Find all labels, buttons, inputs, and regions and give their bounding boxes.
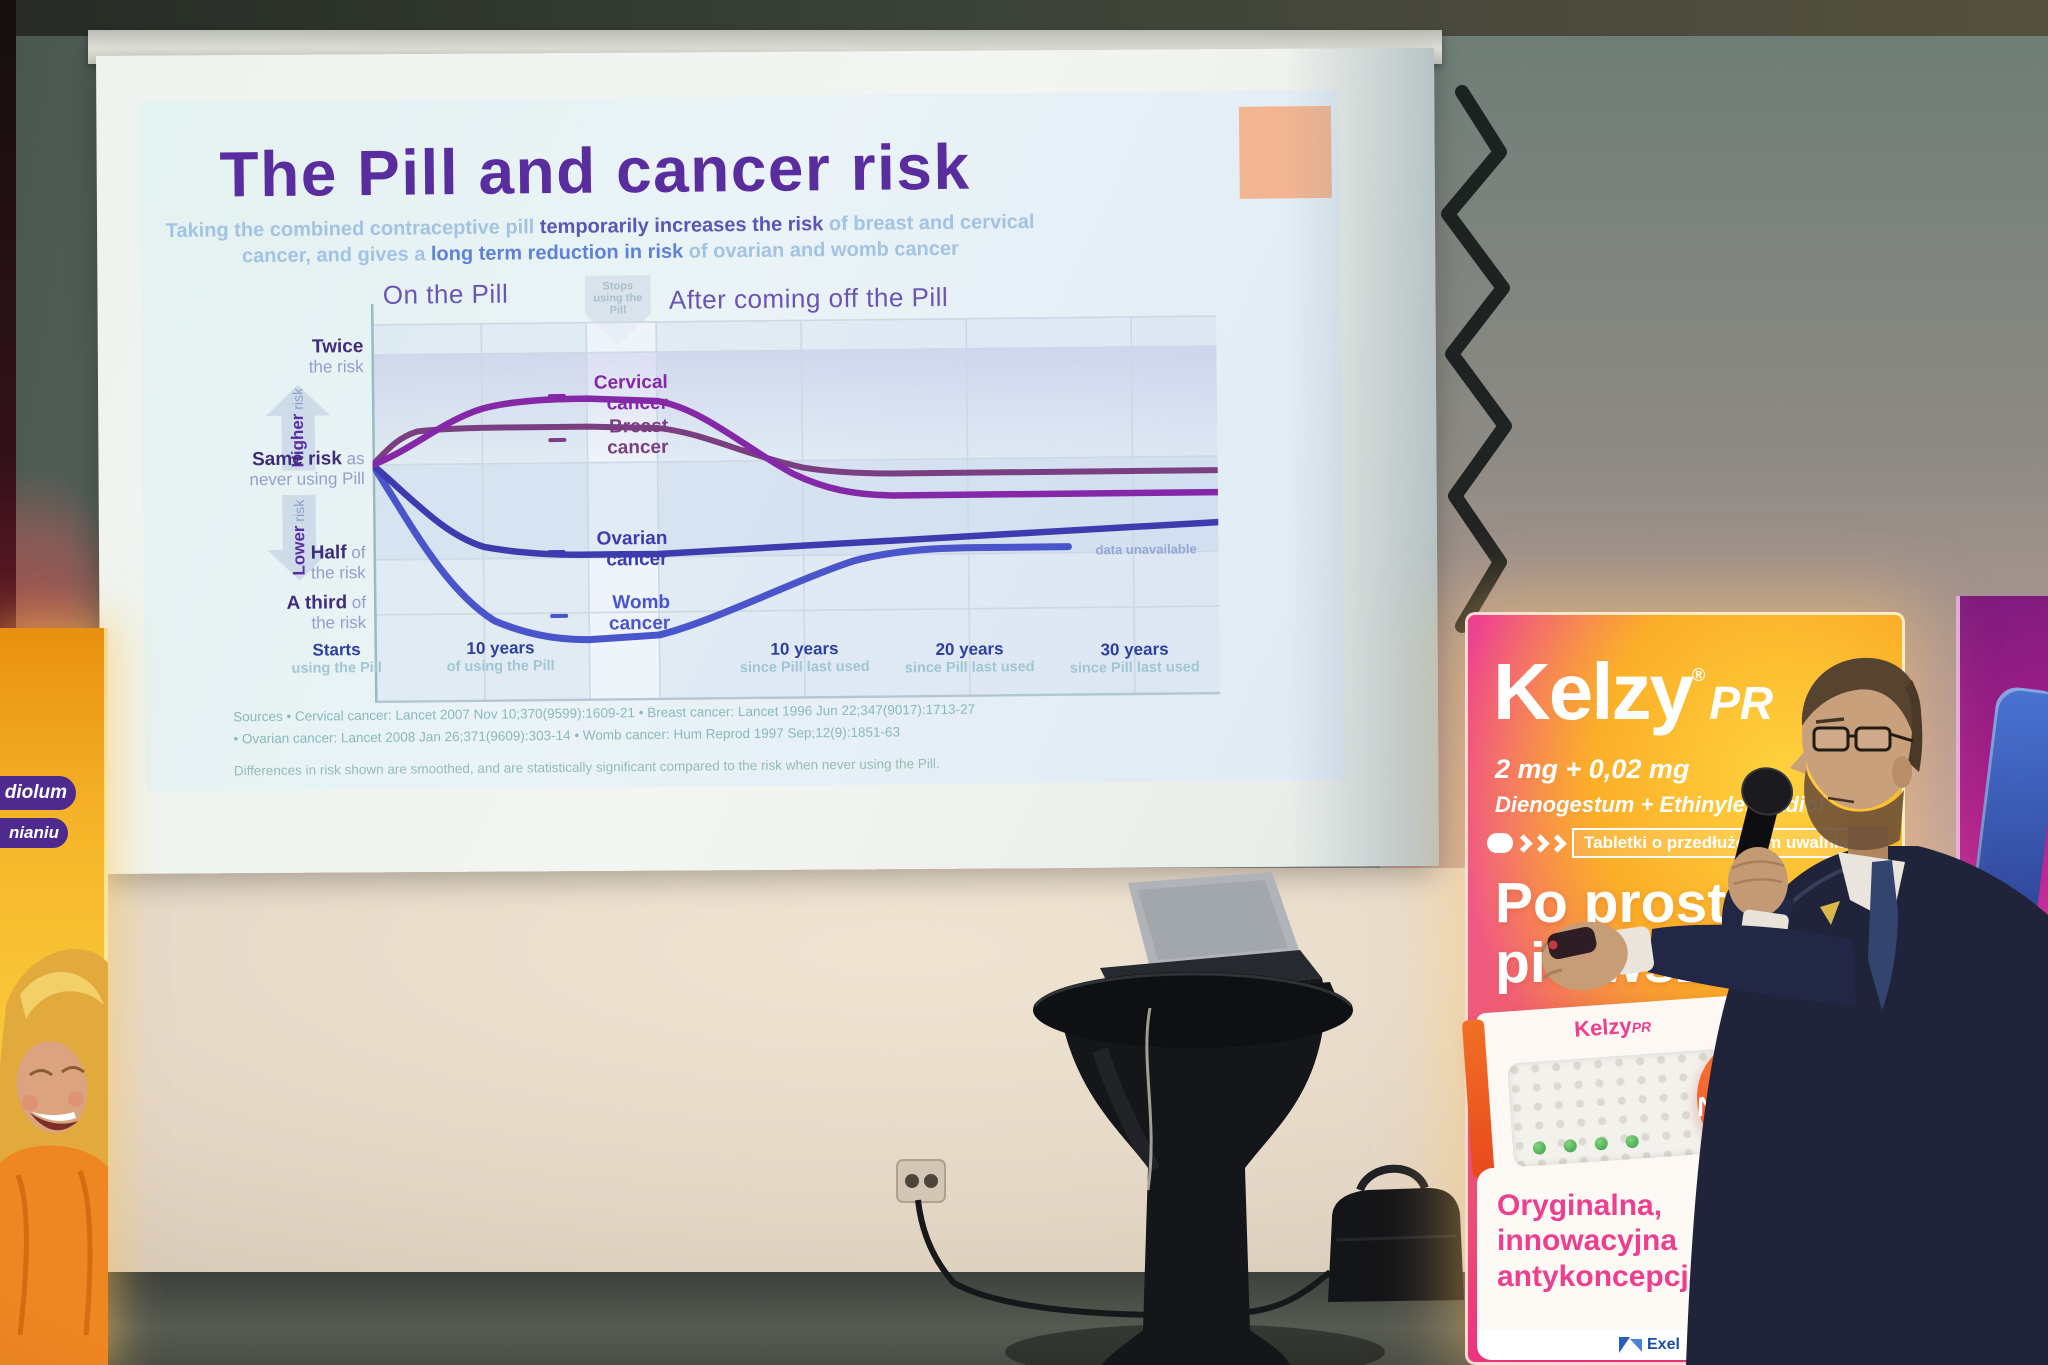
ear (1892, 756, 1912, 788)
left-banner-text-pill-top: diolum (0, 776, 76, 810)
left-banner-text-pill-bottom: nianiu (0, 818, 68, 848)
kelzy-logo: Kelzy®PR (1493, 647, 1774, 736)
beard (1804, 770, 1904, 851)
glasses (1812, 726, 1914, 752)
nose (1790, 752, 1808, 775)
pill-icon (1487, 833, 1513, 853)
breast-cancer-line (370, 423, 1221, 477)
presenter-tie (1868, 860, 1898, 1010)
x-axis-line (375, 691, 1221, 704)
cable-zigzag (1441, 85, 1512, 633)
hanging-cable (1145, 1007, 1153, 1191)
cocktail-table (1033, 972, 1353, 1365)
floor-bag (1328, 1164, 1464, 1302)
floor-cable (915, 1199, 1332, 1318)
kelzy-dose: 2 mg + 0,02 mg (1495, 754, 1690, 784)
presenter-remote (1547, 926, 1597, 960)
banner-woman-photo (0, 949, 108, 1365)
exeltis-butterfly-icon (1619, 1337, 1642, 1353)
left-edge-shadow (0, 0, 16, 760)
womb-cancer-line (370, 461, 1072, 644)
ovarian-cancer-line (370, 461, 1221, 558)
power-outlet (896, 1159, 946, 1203)
eyebrow (1815, 717, 1845, 724)
slide: The Pill and cancer risk Taking the comb… (138, 89, 1346, 793)
hair (1801, 657, 1922, 746)
pocket-square (1820, 901, 1840, 925)
cervical-cancer-line (370, 395, 1221, 499)
gridlines (371, 315, 1220, 701)
projection-screen: The Pill and cancer risk Taking the comb… (96, 47, 1439, 874)
exeltis-logo-text: Exel (1647, 1336, 1680, 1353)
kelzy-claim: Oryginalna, innowacyjna antykoncepcja (1497, 1189, 1706, 1293)
mouth (1827, 796, 1855, 804)
risk-chart-plot (370, 303, 1221, 704)
left-rollup-banner: diolum nianiu (0, 628, 108, 1365)
y-axis-line (370, 303, 378, 702)
kelzy-tagline: Po prostupierwsza (1495, 871, 1761, 993)
presenter (1540, 657, 2048, 1365)
extended-sleeve (1648, 924, 1856, 1006)
presenter-head (1790, 657, 1923, 851)
